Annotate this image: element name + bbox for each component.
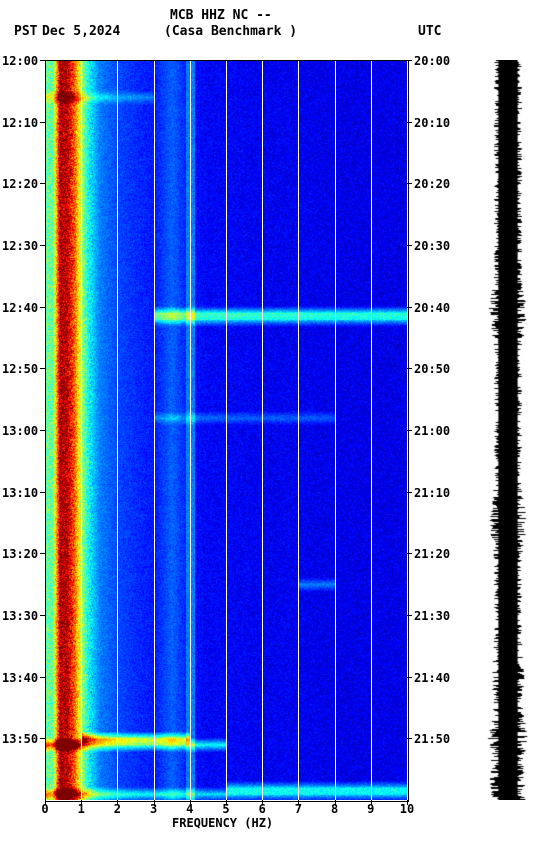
y-tick-left: 13:40 (2, 671, 38, 685)
y-tick-left: 12:10 (2, 116, 38, 130)
tz-left-label: PST (14, 24, 37, 39)
y-tick-right: 20:40 (414, 301, 450, 315)
y-tick-right: 20:50 (414, 362, 450, 376)
y-tick-left: 13:00 (2, 424, 38, 438)
y-tick-left: 12:00 (2, 54, 38, 68)
y-tick-left: 13:50 (2, 732, 38, 746)
spectrogram-plot (45, 60, 407, 800)
y-tick-right: 20:10 (414, 116, 450, 130)
waveform-canvas (468, 60, 548, 800)
y-tick-right: 20:30 (414, 239, 450, 253)
y-tick-right: 21:30 (414, 609, 450, 623)
header: MCB HHZ NC -- (Casa Benchmark ) PST Dec … (0, 6, 552, 42)
y-tick-left: 12:30 (2, 239, 38, 253)
y-tick-left: 13:20 (2, 547, 38, 561)
y-tick-right: 21:00 (414, 424, 450, 438)
x-axis-label: FREQUENCY (HZ) (172, 816, 273, 830)
y-tick-right: 21:10 (414, 486, 450, 500)
y-tick-right: 21:50 (414, 732, 450, 746)
y-tick-left: 13:10 (2, 486, 38, 500)
date-label: Dec 5,2024 (42, 24, 120, 39)
waveform-plot (468, 60, 548, 800)
station-name: (Casa Benchmark ) (164, 24, 297, 39)
station-code: MCB HHZ NC -- (170, 8, 272, 23)
y-tick-right: 20:00 (414, 54, 450, 68)
y-tick-left: 12:40 (2, 301, 38, 315)
y-tick-right: 21:40 (414, 671, 450, 685)
y-tick-right: 20:20 (414, 177, 450, 191)
tz-right-label: UTC (418, 24, 441, 39)
y-tick-left: 12:20 (2, 177, 38, 191)
y-tick-left: 12:50 (2, 362, 38, 376)
y-tick-left: 13:30 (2, 609, 38, 623)
y-tick-right: 21:20 (414, 547, 450, 561)
